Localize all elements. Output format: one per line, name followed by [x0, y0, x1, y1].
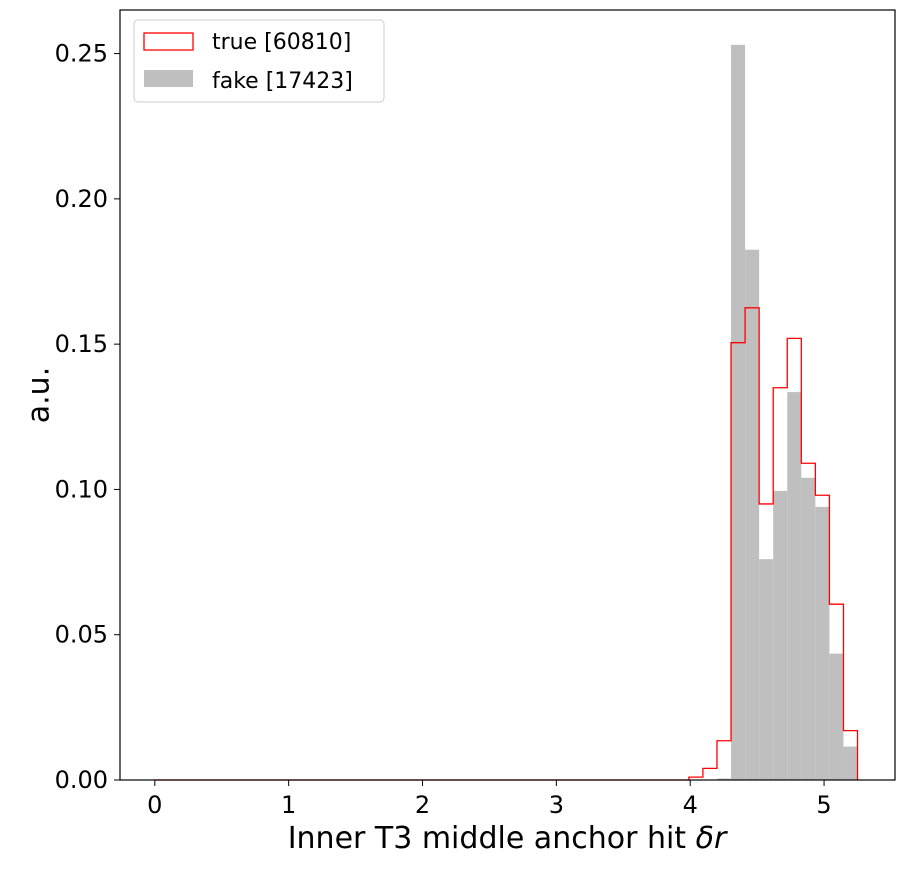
x-tick-label: 0 — [147, 791, 162, 819]
fake-bar — [773, 490, 788, 780]
fake-bar — [829, 653, 844, 780]
y-tick-label: 0.15 — [55, 330, 108, 358]
y-tick-label: 0.05 — [55, 621, 108, 649]
legend-label-fake: fake [17423] — [212, 69, 353, 94]
fake-bar — [815, 506, 830, 780]
x-axis-label: Inner T3 middle anchor hit δr — [288, 821, 728, 856]
fake-bar — [731, 44, 746, 781]
x-tick-label: 5 — [816, 791, 831, 819]
fake-series — [716, 44, 858, 781]
y-tick-label: 0.20 — [55, 185, 108, 213]
legend-box — [133, 19, 385, 103]
y-tick-label: 0.10 — [55, 475, 108, 503]
y-tick-label: 0.00 — [55, 766, 108, 794]
fake-bar — [787, 392, 802, 780]
legend-swatch-fake — [144, 70, 193, 87]
fake-bar — [716, 778, 732, 780]
legend: true [60810] fake [17423] — [133, 19, 385, 103]
x-axis-label-text: Inner T3 middle anchor hit — [288, 821, 687, 856]
legend-swatch-true — [143, 32, 194, 51]
fake-bar — [843, 746, 858, 780]
x-tick-label: 4 — [683, 791, 698, 819]
plot-frame — [119, 9, 896, 781]
x-tick-label: 1 — [281, 791, 296, 819]
legend-label-true: true [60810] — [212, 30, 351, 55]
x-axis: 0 1 2 3 4 5 — [147, 780, 832, 819]
y-axis: 0.00 0.05 0.10 0.15 0.20 0.25 — [55, 40, 120, 794]
y-tick-label: 0.25 — [55, 40, 108, 68]
x-tick-label: 2 — [415, 791, 430, 819]
fake-bar — [745, 249, 760, 780]
fake-bar — [801, 477, 816, 780]
fake-bar — [759, 559, 774, 780]
x-axis-label-symbol: δr — [696, 821, 728, 856]
x-tick-label: 3 — [549, 791, 564, 819]
y-axis-label: a.u. — [22, 367, 57, 423]
